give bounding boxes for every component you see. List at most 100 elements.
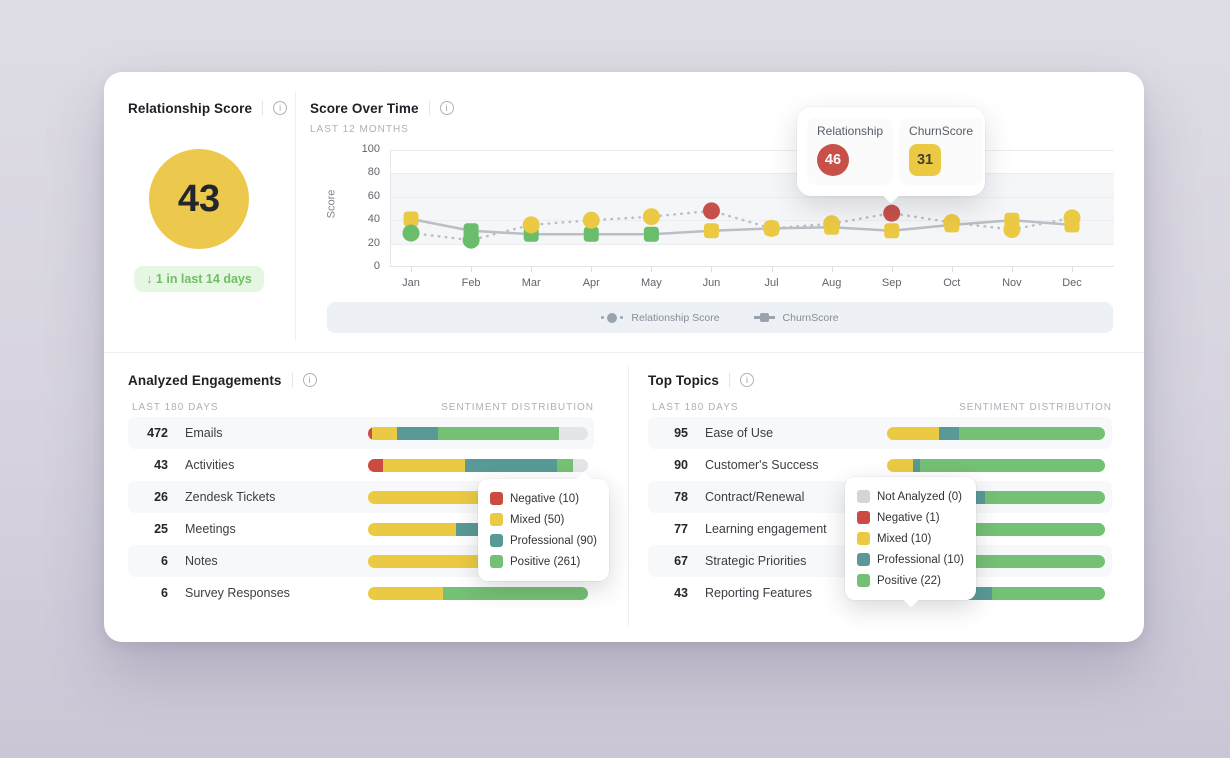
title-separator <box>262 101 264 115</box>
tooltip-legend-label: Professional (10) <box>877 553 964 566</box>
sentiment-bar[interactable] <box>368 458 588 472</box>
top-topics-title: Top Topics <box>648 372 719 388</box>
segment-professional <box>464 458 558 472</box>
tooltip-legend-label: Mixed (50) <box>510 513 565 526</box>
data-point-circle[interactable] <box>642 208 660 226</box>
sentiment-bar[interactable] <box>887 458 1105 472</box>
divider-bottom-vertical <box>628 366 629 626</box>
x-axis-month-label: Jul <box>764 277 779 289</box>
row-count: 6 <box>161 554 168 568</box>
list-item[interactable]: 43 Activities <box>128 449 594 481</box>
data-point-circle[interactable] <box>702 202 720 220</box>
tooltip-relationship-label: Relationship <box>817 124 884 138</box>
title-separator <box>729 373 730 387</box>
x-axis-month-label: May <box>640 277 662 289</box>
x-axis-month-label: Apr <box>582 277 600 289</box>
topics-period-label: LAST 180 DAYS <box>652 402 739 413</box>
legend-label: ChurnScore <box>782 311 839 324</box>
data-point-circle[interactable] <box>763 219 781 237</box>
data-point-circle[interactable] <box>943 214 961 232</box>
score-over-time-header: Score Over Time i <box>310 99 454 117</box>
title-separator <box>428 101 430 115</box>
tooltip-legend-label: Mixed (10) <box>877 532 932 545</box>
row-count: 26 <box>154 490 168 504</box>
list-item[interactable]: 6 Survey Responses <box>128 577 594 609</box>
score-line-chart[interactable] <box>390 150 1113 267</box>
legend-item[interactable]: Relationship Score <box>601 312 720 324</box>
sentiment-bar[interactable] <box>368 586 588 600</box>
tooltip-legend-row: Positive (22) <box>857 570 964 591</box>
data-point-circle[interactable] <box>522 216 540 234</box>
tooltip-legend-row: Professional (90) <box>490 530 597 551</box>
gridline <box>391 266 1114 267</box>
data-point-circle[interactable] <box>883 204 901 222</box>
data-point-square[interactable] <box>583 226 599 242</box>
segment-negative <box>368 458 384 472</box>
list-item[interactable]: 95 Ease of Use <box>648 417 1112 449</box>
x-tick <box>591 267 593 272</box>
segment-not_analyzed <box>559 426 588 440</box>
x-axis-month-label: Jun <box>702 277 721 289</box>
row-label: Meetings <box>185 522 236 536</box>
score-over-time-title: Score Over Time <box>310 100 419 116</box>
row-count: 78 <box>674 490 688 504</box>
data-point-square[interactable] <box>703 223 719 239</box>
x-tick <box>891 267 893 272</box>
topics-tooltip: Not Analyzed (0) Negative (1) Mixed (10) Pr… <box>845 477 976 600</box>
list-item[interactable]: 472 Emails <box>128 417 594 449</box>
row-count: 25 <box>154 522 168 536</box>
row-label: Emails <box>185 426 223 440</box>
data-point-circle[interactable] <box>1003 221 1021 239</box>
info-icon[interactable]: i <box>740 373 754 387</box>
data-point-circle[interactable] <box>1063 209 1081 227</box>
legend-item[interactable]: ChurnScore <box>753 311 839 324</box>
engagements-tooltip: Negative (10) Mixed (50) Professional (90)… <box>478 479 609 581</box>
list-item[interactable]: 90 Customer's Success <box>648 449 1112 481</box>
color-swatch <box>857 490 870 503</box>
data-point-circle[interactable] <box>402 224 420 242</box>
data-point-circle[interactable] <box>823 215 841 233</box>
tooltip-relationship-cell: Relationship 46 <box>807 118 894 185</box>
info-icon[interactable]: i <box>439 101 454 115</box>
data-point-square[interactable] <box>884 223 900 239</box>
tooltip-legend-row: Positive (261) <box>490 551 597 572</box>
title-separator <box>291 373 293 387</box>
relationship-score-title: Relationship Score <box>128 100 253 116</box>
row-label: Ease of Use <box>705 426 774 440</box>
tooltip-legend-row: Mixed (10) <box>857 528 964 549</box>
data-point-circle[interactable] <box>462 231 480 249</box>
y-tick-label: 40 <box>367 213 380 226</box>
tooltip-legend-label: Negative (10) <box>510 492 580 505</box>
color-swatch <box>490 492 503 505</box>
segment-professional <box>396 426 439 440</box>
x-tick <box>711 267 713 272</box>
color-swatch <box>490 555 503 568</box>
data-point-square[interactable] <box>643 226 659 242</box>
sentiment-bar[interactable] <box>368 426 588 440</box>
segment-professional <box>913 458 920 472</box>
tooltip-legend-row: Not Analyzed (0) <box>857 486 964 507</box>
data-point-circle[interactable] <box>582 211 600 229</box>
tooltip-legend-label: Negative (1) <box>877 511 940 524</box>
color-swatch <box>857 532 870 545</box>
info-icon[interactable]: i <box>273 101 288 115</box>
row-count: 472 <box>147 426 168 440</box>
tooltip-legend-label: Positive (261) <box>510 555 581 568</box>
x-axis-month-label: Feb <box>461 277 481 289</box>
x-tick <box>651 267 653 272</box>
segment-positive <box>991 586 1105 600</box>
tooltip-legend-label: Professional (90) <box>510 534 597 547</box>
analyzed-engagements-header: Analyzed Engagements i <box>128 371 317 389</box>
data-point-square[interactable] <box>403 211 419 227</box>
gridline <box>391 220 1114 222</box>
chart-tooltip: Relationship 46 ChurnScore 31 <box>797 107 985 196</box>
x-tick <box>771 267 773 272</box>
sentiment-bar[interactable] <box>887 426 1105 440</box>
info-icon[interactable]: i <box>302 373 317 387</box>
color-swatch <box>857 553 870 566</box>
tooltip-legend-row: Professional (10) <box>857 549 964 570</box>
x-axis-month-label: Mar <box>521 277 541 289</box>
engagements-distribution-label: SENTIMENT DISTRIBUTION <box>441 402 594 413</box>
segment-professional <box>939 426 959 440</box>
